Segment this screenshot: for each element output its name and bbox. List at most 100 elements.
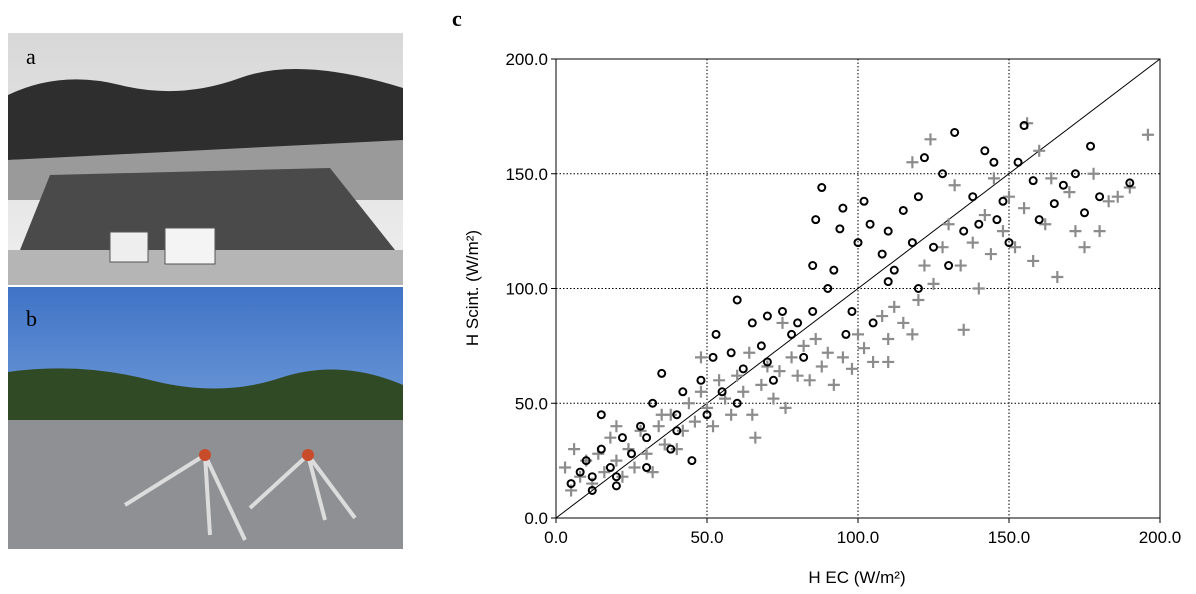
point [852,328,864,341]
point [898,205,908,215]
panel-label: c [452,6,462,31]
x-tick-label: 200.0 [1139,528,1182,547]
x-tick-label: 0.0 [544,528,568,547]
point [628,461,641,474]
point [791,369,804,382]
point [694,385,707,398]
point [936,241,949,254]
point [694,351,707,364]
point [672,426,682,436]
point [725,408,738,421]
point [808,261,818,271]
point [876,310,889,323]
point [743,346,756,359]
point [672,410,682,420]
point [596,410,606,420]
point [906,328,919,341]
point [778,306,787,316]
point [1049,199,1059,209]
point [1095,192,1105,202]
point [992,215,1002,225]
point [640,447,653,460]
point [1051,271,1064,284]
point [1123,181,1136,194]
point [984,248,997,261]
point [575,467,585,477]
point [836,351,849,364]
y-tick-label: 50.0 [515,394,548,413]
point [756,341,766,351]
point [966,236,979,249]
point [1058,180,1068,190]
point [785,351,798,364]
point [809,332,822,345]
point [596,444,606,454]
point [793,318,803,328]
point [746,408,759,421]
point [906,156,919,169]
point [732,295,742,305]
point [646,466,659,479]
x-tick-label: 50.0 [690,528,723,547]
point [732,398,742,408]
point [642,433,652,443]
point [749,431,762,444]
point [1063,186,1076,199]
point [762,311,772,321]
point [972,282,985,295]
panel-label: a [26,44,36,69]
point [829,265,839,275]
point [950,127,960,137]
point [867,355,880,368]
point [815,360,828,373]
point [799,352,809,362]
point [944,261,954,271]
point [838,203,848,213]
point [927,277,940,290]
x-tick-label: 150.0 [988,528,1031,547]
photo-a [8,33,403,285]
point [652,420,665,433]
point [767,392,780,405]
point [989,157,999,167]
point [670,443,683,456]
point [883,226,893,236]
point [823,284,833,293]
point [1080,208,1089,218]
y-tick-label: 0.0 [524,509,548,528]
point [1004,238,1014,248]
point [726,348,736,358]
photo-b [8,287,403,549]
point [711,329,721,339]
point [889,265,899,275]
point [768,375,778,385]
point [587,472,597,482]
point [776,316,789,329]
point [882,332,895,345]
point [841,329,851,339]
point [897,316,910,329]
point [907,238,917,248]
point [717,387,727,397]
point [888,300,901,313]
point [974,219,984,229]
point [980,146,990,156]
point [929,242,938,252]
point [1093,225,1106,238]
point [924,133,937,146]
point [604,431,617,444]
point [808,306,818,316]
point [938,169,948,179]
point [779,401,792,414]
y-tick-label: 150.0 [505,165,548,184]
point [1045,172,1058,185]
point [666,444,676,454]
point [1069,225,1082,238]
y-tick-label: 100.0 [505,280,548,299]
point [616,470,629,483]
point [959,226,969,236]
point [761,360,774,373]
point [688,415,701,428]
